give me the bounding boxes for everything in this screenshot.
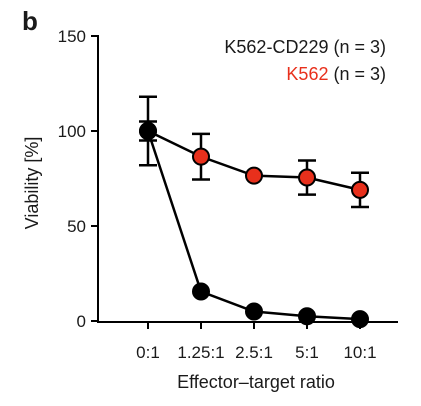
y-tick-label: 100 [58,122,86,141]
data-point [298,168,316,187]
x-tick-label: 1.25:1 [177,343,224,362]
x-tick-label: 0:1 [136,343,160,362]
legend: K562-CD229 (n = 3) K562 (n = 3) [224,37,386,84]
data-point [192,147,210,166]
panel-label: b [22,6,38,36]
series-k562 [139,120,369,209]
legend-n-label: (n = 3) [333,64,386,84]
x-tick-label: 10:1 [343,343,376,362]
series-k562-cd229 [139,95,369,329]
y-tick-label: 0 [77,312,86,331]
x-ticks: 0:1 1.25:1 2.5:1 5:1 10:1 [136,322,377,362]
data-point [245,302,263,321]
series-line [146,130,361,321]
legend-series-name: K562 [286,64,328,84]
legend-item-k562-cd229: K562-CD229 (n = 3) [224,37,386,57]
y-ticks: 0 50 100 150 [58,27,98,331]
y-tick-label: 150 [58,27,86,46]
y-axis-title: Viability [%] [22,137,42,230]
data-point [298,307,316,326]
x-tick-label: 5:1 [295,343,319,362]
data-point [139,122,157,140]
y-tick-label: 50 [67,217,86,236]
legend-series-name: K562-CD229 [224,37,328,57]
data-point [192,282,210,301]
x-axis-title: Effector–target ratio [177,372,335,392]
plot-area [139,95,369,329]
legend-item-k562: K562 (n = 3) [286,64,386,84]
legend-n-label: (n = 3) [333,37,386,57]
data-point [351,310,369,329]
data-point [245,166,263,185]
x-tick-label: 2.5:1 [235,343,273,362]
data-point [351,180,369,199]
